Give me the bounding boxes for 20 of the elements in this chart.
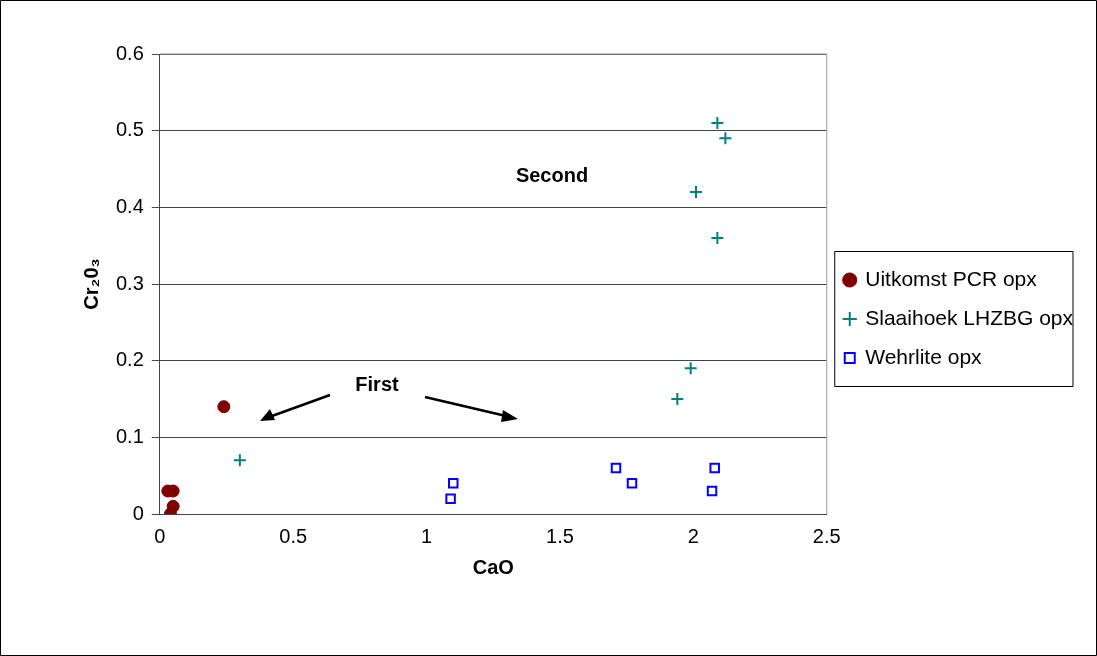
x-tick-label: 0.5 [279,524,308,547]
y-tick-label: 0.1 [115,424,144,447]
x-tick-label: 2.5 [812,524,841,547]
y-tick-label: 0.5 [115,118,144,141]
annotation: Second [515,163,589,186]
x-tick-label: 1.5 [546,524,574,547]
y-tick-label: 0 [132,501,144,524]
y-tick-label: 0.6 [115,41,144,64]
x-tick-label: 2 [687,524,699,547]
legend-label: Slaaihoek LHZBG opx [865,305,1074,329]
y-tick-label: 0.4 [115,194,144,217]
x-tick-label: 0 [154,524,166,547]
x-axis-title: CaO [472,555,514,578]
annotation: First [355,372,400,395]
legend-label: Wehrlite opx [865,344,983,368]
y-tick-label: 0.3 [115,271,144,294]
y-tick-label: 0.2 [115,348,144,371]
legend-label: Uitkomst PCR opx [865,266,1038,290]
y-axis-title: Cr₂0₃ [79,258,102,310]
x-tick-label: 1 [421,524,433,547]
